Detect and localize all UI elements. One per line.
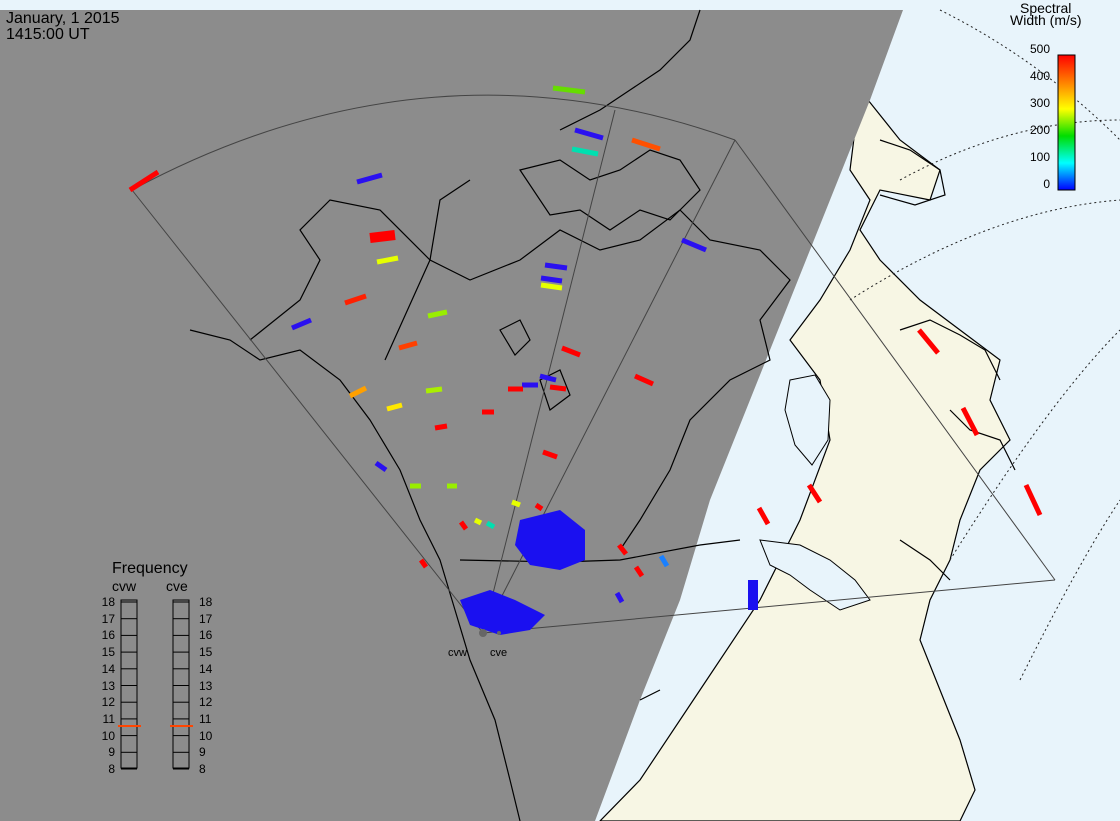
latitude-arcs	[849, 9, 1120, 681]
colorbar	[1057, 54, 1076, 191]
date-label: January, 1 2015	[6, 10, 120, 27]
frequency-tick-label: 15	[199, 645, 213, 660]
frequency-tick-label: 17	[101, 611, 115, 626]
radar-label-east: cve	[490, 647, 508, 659]
colorbar-title-line2: Width (m/s)	[1010, 12, 1082, 28]
time-label: 1415:00 UT	[6, 26, 90, 43]
radar-site-marker-east	[497, 631, 501, 635]
radar-site-marker	[479, 629, 487, 637]
frequency-tick-label: 16	[101, 628, 115, 643]
frequency-tick-label: 12	[101, 695, 115, 710]
frequency-tick-label: 11	[102, 711, 115, 726]
frequency-tick-label: 13	[101, 678, 115, 693]
frequency-tick-label: 9	[108, 745, 115, 760]
frequency-tick-label: 14	[101, 661, 115, 676]
frequency-radar-a-label: cvw	[112, 578, 137, 594]
frequency-tick-label: 11	[199, 711, 212, 726]
great-lakes	[759, 539, 871, 611]
frequency-tick-label: 10	[199, 728, 213, 743]
colorbar-title-line1: Spectral	[1020, 0, 1072, 16]
frequency-tick-label: 18	[101, 595, 115, 609]
colorbar-tick-label: 0	[1043, 177, 1050, 191]
frequency-tick-label: 9	[199, 745, 206, 760]
frequency-tick-label: 16	[199, 628, 213, 643]
frequency-radar-b-label: cve	[166, 578, 188, 594]
frequency-tick-label: 15	[101, 645, 115, 660]
frequency-panel-title: Frequency	[112, 560, 188, 577]
radar-label-west: cvw	[448, 647, 467, 659]
colorbar-tick-label: 200	[1029, 123, 1050, 137]
colorbar-tick-label: 100	[1029, 150, 1050, 164]
frequency-tick-label: 8	[199, 762, 206, 776]
coastlines-day	[879, 139, 1016, 581]
frequency-tick-label: 10	[101, 728, 115, 743]
frequency-panel-boxes	[118, 599, 193, 770]
day-landmass	[599, 88, 1011, 821]
coastlines-night	[189, 9, 791, 821]
colorbar-tick-label: 300	[1029, 96, 1050, 110]
echo-cluster-east	[460, 510, 758, 635]
hudson-lake	[784, 374, 831, 466]
frequency-tick-label: 17	[199, 611, 213, 626]
frequency-tick-label: 12	[199, 695, 213, 710]
echo-segments	[128, 85, 1043, 604]
frequency-tick-label: 14	[199, 661, 213, 676]
colorbar-tick-label: 500	[1029, 42, 1050, 56]
frequency-tick-label: 8	[108, 762, 115, 776]
frequency-tick-label: 18	[199, 595, 213, 609]
frequency-tick-label: 13	[199, 678, 213, 693]
colorbar-tick-label: 400	[1029, 69, 1050, 83]
